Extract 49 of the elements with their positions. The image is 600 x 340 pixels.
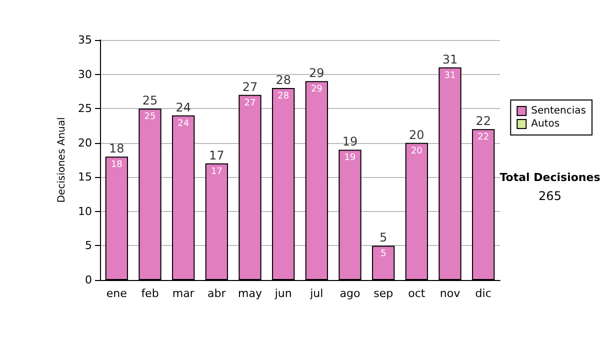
data-label: 24 — [178, 118, 190, 129]
total-label: 17 — [209, 148, 224, 162]
legend-label: Sentencias — [531, 106, 586, 116]
total-label: 19 — [342, 134, 358, 149]
total-label: 18 — [109, 142, 124, 156]
total-label: 31 — [442, 52, 458, 66]
total-label: 5 — [380, 230, 388, 245]
data-label: 5 — [380, 249, 386, 260]
total-label: 27 — [242, 80, 258, 94]
data-label: 25 — [144, 112, 156, 122]
x-tick-label: oct — [408, 287, 426, 300]
x-tick-label: feb — [141, 287, 159, 300]
y-tick-label: 10 — [78, 204, 92, 218]
x-tick-label: abr — [208, 287, 226, 300]
y-tick-label: 20 — [78, 136, 92, 150]
total-label: 25 — [142, 94, 158, 108]
y-tick-label: 30 — [78, 68, 92, 81]
x-tick-label: may — [238, 287, 262, 300]
data-label: 29 — [310, 84, 323, 95]
y-tick-label: 25 — [78, 102, 92, 116]
total-label: 29 — [309, 66, 324, 80]
x-tick-label: ago — [340, 287, 360, 300]
data-label: 22 — [478, 132, 490, 143]
text: 265 — [538, 189, 562, 203]
y-axis-title: Decisiones Anual — [56, 117, 68, 203]
data-label: 18 — [110, 160, 123, 170]
y-tick-label: 15 — [78, 170, 92, 184]
x-tick-label: jul — [309, 287, 324, 300]
total-label: 20 — [409, 128, 424, 142]
data-label: 20 — [410, 146, 423, 156]
y-tick-label: 35 — [78, 34, 92, 46]
x-tick-label: ene — [106, 287, 128, 300]
y-tick-label: 0 — [85, 274, 92, 286]
legend-label: Autos — [531, 118, 560, 130]
data-label: 28 — [278, 92, 290, 102]
total-label: 24 — [176, 100, 191, 114]
annotation: Total Decisiones — [500, 171, 600, 184]
x-tick-label: sep — [374, 287, 394, 300]
data-label: 31 — [444, 70, 456, 81]
data-label: 27 — [244, 98, 256, 108]
data-label: 17 — [210, 166, 222, 177]
data-label: 19 — [344, 153, 356, 164]
total-label: 28 — [276, 73, 291, 87]
x-tick-label: nov — [440, 287, 461, 300]
x-tick-label: dic — [475, 287, 492, 300]
total-label: 22 — [476, 114, 491, 128]
y-tick-label: 5 — [85, 239, 92, 252]
x-tick-label: jun — [274, 287, 292, 300]
x-tick-label: mar — [172, 287, 195, 300]
